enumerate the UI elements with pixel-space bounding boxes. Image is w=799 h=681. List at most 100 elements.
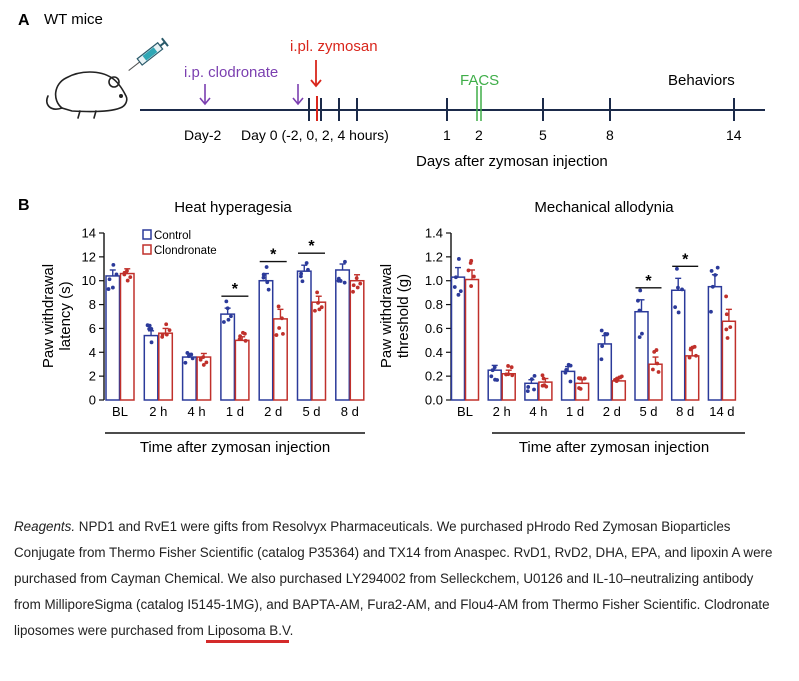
- significance-star: *: [682, 251, 689, 268]
- tick-label-day8: 8: [606, 127, 614, 143]
- data-point: [469, 258, 474, 263]
- data-point: [201, 363, 206, 367]
- clodronate-bar: [349, 279, 365, 401]
- data-point: [226, 317, 231, 322]
- tick-label-day14: 14: [726, 127, 742, 143]
- data-point: [280, 316, 284, 321]
- data-point: [276, 304, 281, 309]
- data-point: [204, 360, 209, 365]
- y-tick-label: 1.4: [425, 226, 443, 241]
- y-tick-label: 1.0: [425, 273, 443, 288]
- y-tick-label: 2: [89, 369, 96, 384]
- data-point: [147, 327, 152, 331]
- y-tick-label: 0.6: [425, 321, 443, 336]
- data-point: [492, 365, 497, 370]
- clodronate-arrow-icon: [199, 84, 304, 106]
- reagents-line-5: liposomes were purchased from Liposoma B…: [14, 618, 789, 644]
- tick-label-day5: 5: [539, 127, 547, 143]
- chart1-significance-marks: * * *: [221, 238, 325, 298]
- data-point: [306, 267, 310, 272]
- legend-clodronate-label: Clondronate: [154, 245, 217, 257]
- chart2-significance-marks: **: [635, 251, 699, 290]
- chart1-legend: Control Clondronate: [142, 229, 217, 257]
- panel-a-letter: A: [18, 12, 30, 29]
- data-point: [710, 284, 715, 289]
- y-tick-label: 0.4: [425, 345, 443, 360]
- data-point: [532, 387, 536, 392]
- control-bar: [105, 275, 121, 401]
- clodronate-bar: [158, 332, 174, 401]
- data-point: [568, 379, 573, 384]
- clodronate-bar: [234, 339, 250, 401]
- data-point: [724, 312, 729, 317]
- chart2-xlabel: Time after zymosan injection: [519, 439, 709, 456]
- data-point: [472, 274, 476, 279]
- legend-control-swatch: [142, 229, 152, 240]
- timeline-tick-labels: Day-2 Day 0 (-2, 0, 2, 4 hours) 1 2 5 8 …: [184, 127, 742, 143]
- data-point: [540, 383, 545, 388]
- liposoma-link[interactable]: Liposoma B.V: [207, 623, 290, 638]
- y-tick-label: 14: [82, 226, 96, 241]
- reagents-label: Reagents.: [14, 519, 76, 534]
- control-bar: [634, 310, 649, 401]
- x-tick-label: 4 h: [529, 404, 547, 419]
- data-point: [261, 272, 266, 277]
- chart1-title: Heat hyperagesia: [174, 199, 292, 216]
- reagents-line5-suffix: .: [289, 623, 294, 638]
- chart2-ylabel-line2: threshold (g): [395, 274, 412, 358]
- data-point: [540, 373, 545, 378]
- data-point: [336, 278, 341, 283]
- tick-label-day1: 1: [443, 127, 451, 143]
- data-point: [128, 275, 133, 280]
- data-point: [316, 300, 320, 305]
- reagents-line5-prefix: liposomes were purchased from: [14, 623, 208, 638]
- chart2-x-ticks: BL 2 h 4 h 1 d 2 d 5 d 8 d 14 d: [457, 404, 735, 419]
- control-bar: [335, 269, 351, 401]
- clodronate-bar: [648, 363, 663, 401]
- y-tick-label: 0.0: [425, 393, 443, 408]
- data-point: [261, 275, 266, 280]
- data-point: [222, 320, 226, 324]
- data-point: [111, 262, 116, 267]
- figure-canvas: A WT mice i.p. clodronate: [18, 11, 765, 456]
- data-point: [599, 328, 604, 333]
- control-bar: [143, 334, 159, 401]
- data-point: [529, 377, 534, 382]
- data-point: [568, 363, 573, 368]
- data-point: [544, 384, 549, 389]
- data-point: [469, 284, 474, 288]
- data-point: [577, 386, 581, 390]
- zymosan-arrow-icon: [310, 60, 322, 88]
- mouse-icon: [46, 71, 128, 119]
- data-point: [676, 285, 680, 290]
- control-bar: [258, 279, 274, 401]
- chart2-title: Mechanical allodynia: [534, 199, 674, 216]
- clodronate-label: i.p. clodronate: [184, 64, 278, 81]
- clodronate-bar: [501, 373, 516, 401]
- data-point: [724, 294, 729, 299]
- chart1-bars: [105, 259, 365, 401]
- chart2-y-ticks: 0.0 0.2 0.4 0.6 0.8 1.0 1.2 1.4: [425, 226, 451, 408]
- data-point: [277, 326, 282, 330]
- chart1-ylabel-line2: latency (s): [57, 281, 74, 350]
- panel-a-title: WT mice: [44, 11, 103, 28]
- data-point: [355, 285, 360, 290]
- data-point: [190, 356, 195, 361]
- clodronate-bar: [464, 278, 480, 401]
- data-point: [495, 378, 499, 382]
- control-bar: [487, 369, 502, 401]
- heat-hyperalgesia-chart: Heat hyperagesia Paw withdrawal latency …: [40, 199, 365, 456]
- data-point: [655, 361, 660, 366]
- data-point: [358, 281, 363, 286]
- data-point: [564, 368, 569, 372]
- data-point: [160, 335, 165, 339]
- data-point: [541, 376, 546, 381]
- y-tick-label: 1.2: [425, 249, 443, 264]
- data-point: [274, 333, 279, 337]
- data-point: [709, 309, 713, 314]
- syringe-icon: [128, 37, 169, 71]
- data-point: [576, 376, 581, 381]
- data-point: [125, 278, 130, 283]
- data-point: [319, 305, 324, 310]
- data-point: [599, 357, 604, 362]
